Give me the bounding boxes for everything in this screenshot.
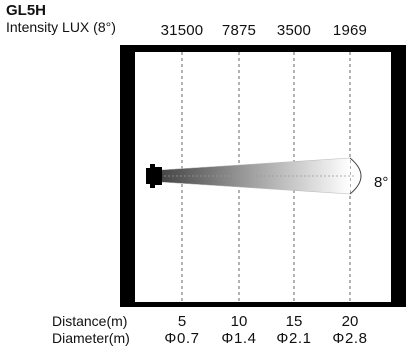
distance-10: 10 xyxy=(230,313,248,330)
intensity-label: Intensity LUX (8°) xyxy=(6,19,116,35)
lux-value-5m: 31500 xyxy=(160,22,204,39)
lux-value-20m: 1969 xyxy=(332,22,368,39)
diameter-0-7: Φ0.7 xyxy=(164,330,200,347)
distance-5: 5 xyxy=(177,313,187,330)
diameter-label: Diameter(m) xyxy=(52,330,130,346)
distance-20: 20 xyxy=(341,313,359,330)
lux-value-10m: 7875 xyxy=(221,22,257,39)
fixture-icon xyxy=(146,164,162,188)
distance-15: 15 xyxy=(285,313,303,330)
diameter-2-8: Φ2.8 xyxy=(332,330,368,347)
diameter-1-4: Φ1.4 xyxy=(221,330,257,347)
beam-angle-arc xyxy=(349,157,362,195)
diameter-2-1: Φ2.1 xyxy=(276,330,312,347)
distance-label: Distance(m) xyxy=(52,313,128,329)
model-name: GL5H xyxy=(6,2,47,19)
beam-angle-label: 8° xyxy=(374,174,388,191)
lux-value-15m: 3500 xyxy=(276,22,312,39)
